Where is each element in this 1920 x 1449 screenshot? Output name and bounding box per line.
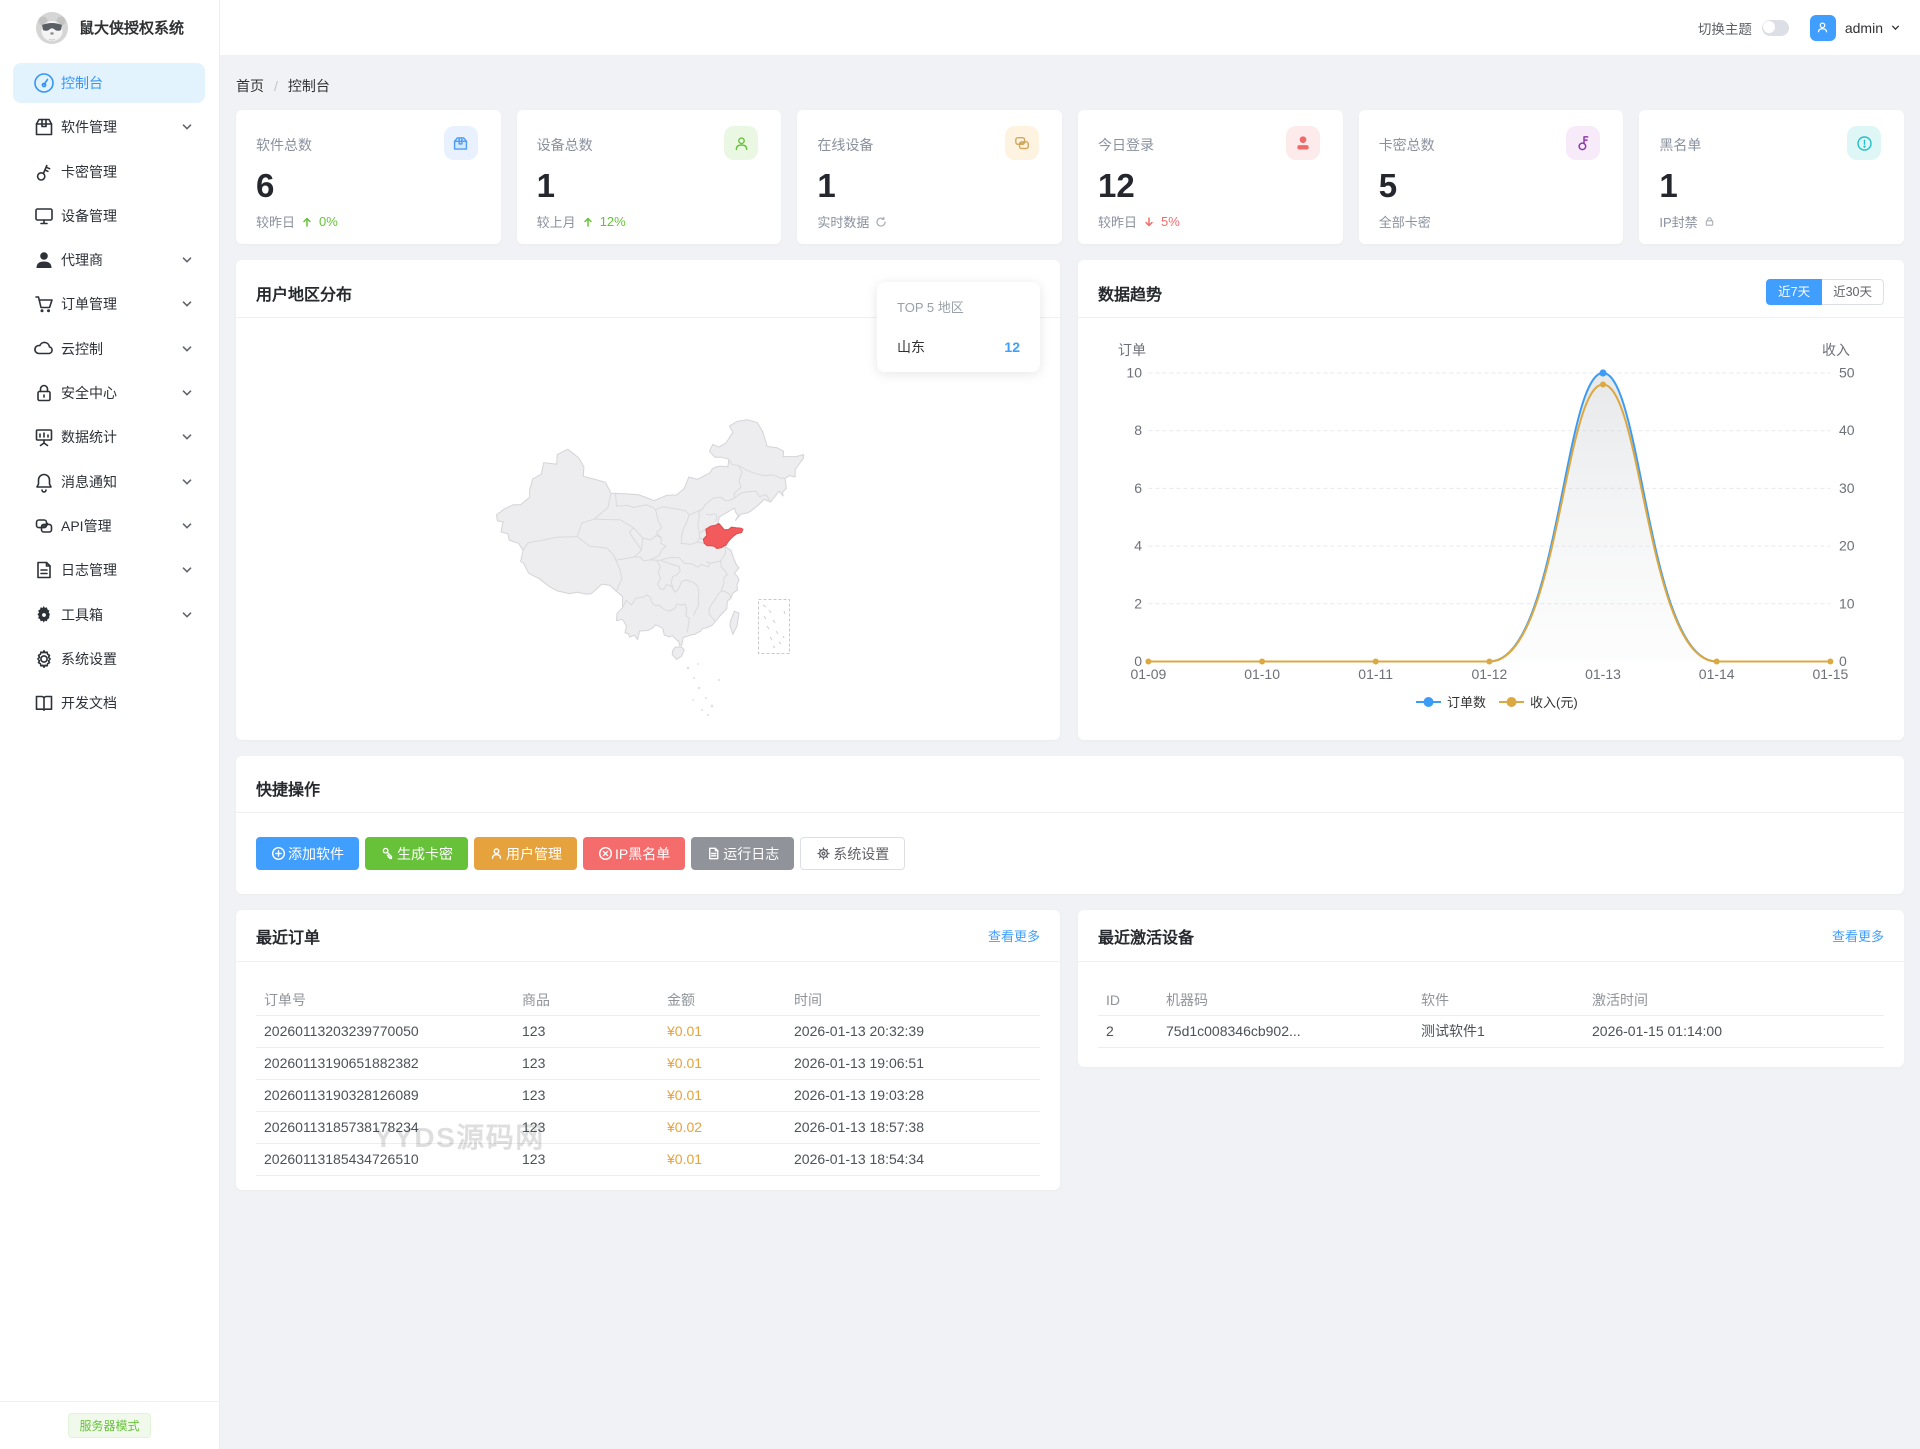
svg-text:4: 4: [1134, 538, 1142, 554]
svg-text:收入(元): 收入(元): [1530, 695, 1578, 710]
svg-text:01-11: 01-11: [1358, 666, 1393, 682]
svg-text:01-09: 01-09: [1130, 666, 1166, 682]
svg-text:订单数: 订单数: [1447, 695, 1486, 710]
svg-text:40: 40: [1839, 422, 1855, 438]
svg-text:0: 0: [1839, 653, 1847, 669]
svg-text:01-14: 01-14: [1699, 666, 1735, 682]
svg-text:50: 50: [1839, 365, 1855, 381]
svg-text:01-10: 01-10: [1244, 666, 1280, 682]
svg-text:01-12: 01-12: [1471, 666, 1507, 682]
svg-text:0: 0: [1134, 653, 1142, 669]
svg-text:20: 20: [1839, 538, 1855, 554]
svg-text:30: 30: [1839, 480, 1855, 496]
svg-text:01-15: 01-15: [1812, 666, 1848, 682]
svg-text:订单: 订单: [1118, 342, 1146, 358]
svg-text:8: 8: [1134, 422, 1142, 438]
svg-text:6: 6: [1134, 480, 1142, 496]
svg-text:10: 10: [1839, 595, 1855, 611]
svg-text:2: 2: [1134, 595, 1142, 611]
svg-text:01-13: 01-13: [1585, 666, 1621, 682]
svg-text:10: 10: [1126, 365, 1142, 381]
svg-text:收入: 收入: [1822, 342, 1850, 358]
